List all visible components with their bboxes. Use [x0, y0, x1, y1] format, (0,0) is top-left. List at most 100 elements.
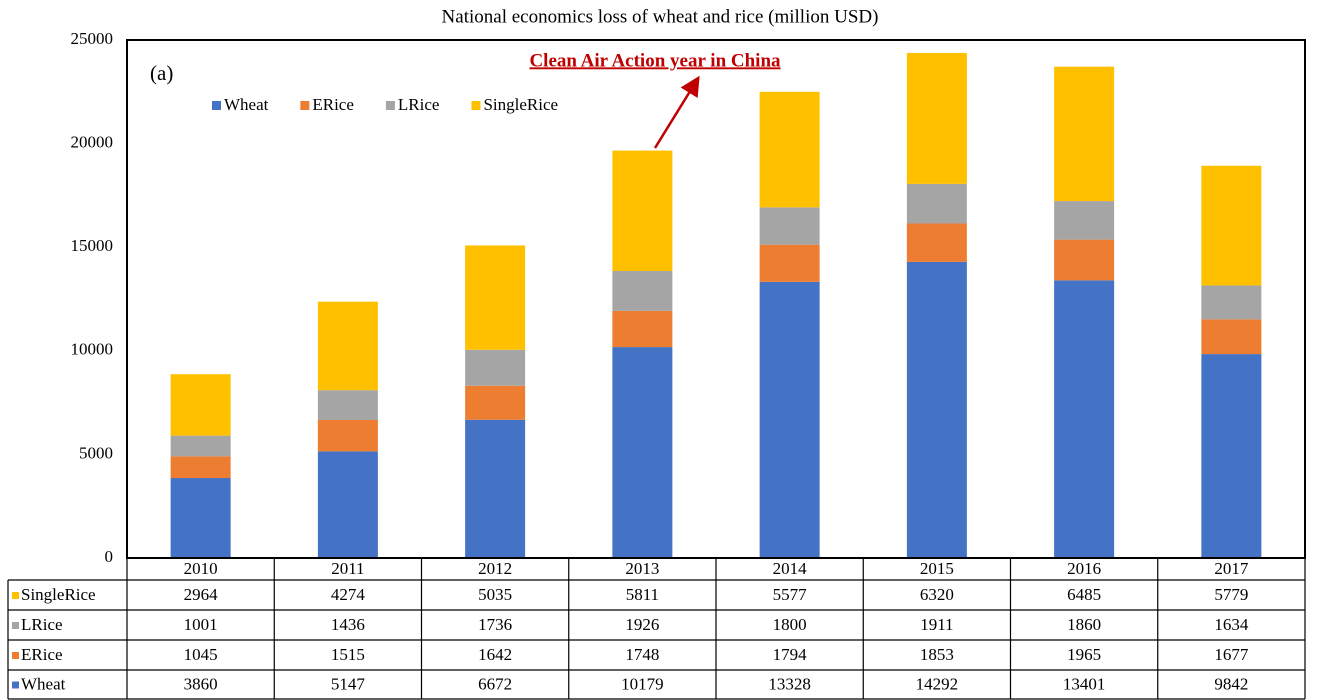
- bar-segment: [465, 419, 526, 558]
- legend-label: ERice: [312, 95, 354, 114]
- table-cell: 1926: [625, 615, 659, 634]
- bar-segment: [906, 261, 967, 558]
- table-cell: 5577: [773, 585, 808, 604]
- table-cell: 1045: [184, 645, 218, 664]
- table-row-label: SingleRice: [21, 585, 96, 604]
- table-legend-key: [12, 592, 19, 599]
- table-cell: 1001: [184, 615, 218, 634]
- bar-segment: [1054, 280, 1115, 558]
- table-cell: 1860: [1067, 615, 1101, 634]
- table-cell: 10179: [621, 674, 664, 693]
- table-cell: 5811: [626, 585, 659, 604]
- table-cell: 4274: [331, 585, 366, 604]
- bar-segment: [170, 456, 231, 479]
- table-cell: 5147: [331, 674, 366, 693]
- table-cell: 13401: [1063, 674, 1106, 693]
- bar-segment: [906, 52, 967, 184]
- table-cell: 14292: [916, 674, 959, 693]
- table-cell: 3860: [184, 674, 218, 693]
- annotation-arrow: [653, 75, 700, 149]
- table-cell: 1911: [920, 615, 953, 634]
- legend-label: Wheat: [224, 95, 269, 114]
- bar-segment: [759, 244, 820, 282]
- table-cell: 1800: [773, 615, 807, 634]
- y-tick-label: 5000: [79, 443, 113, 462]
- bar-segment: [612, 150, 673, 271]
- bar-segment: [317, 419, 378, 452]
- table-cell: 1642: [478, 645, 512, 664]
- table-cell: 2964: [184, 585, 219, 604]
- table-cell: 9842: [1214, 674, 1248, 693]
- bar-segment: [1201, 285, 1262, 320]
- legend-label: LRice: [398, 95, 440, 114]
- legend-label: SingleRice: [483, 95, 558, 114]
- bar-segment: [759, 281, 820, 558]
- table-cell: 1794: [773, 645, 808, 664]
- bar-segment: [906, 223, 967, 262]
- bar-segment: [1201, 165, 1262, 286]
- x-tick-label: 2012: [478, 559, 512, 578]
- bar-segment: [1201, 319, 1262, 355]
- y-tick-label: 10000: [71, 340, 114, 359]
- table-legend-key: [12, 652, 19, 659]
- bar-segment: [317, 451, 378, 558]
- legend-swatch: [385, 101, 395, 110]
- x-tick-label: 2014: [773, 559, 808, 578]
- legend-swatch: [471, 101, 481, 110]
- bar-segment: [612, 270, 673, 311]
- plot-frame: [126, 39, 1306, 559]
- table-cell: 1677: [1214, 645, 1249, 664]
- table-legend-key: [12, 681, 19, 689]
- x-tick-label: 2013: [625, 559, 659, 578]
- bar-segment: [759, 207, 820, 245]
- bar-segment: [612, 347, 673, 558]
- bar-segment: [1054, 66, 1115, 202]
- table-row-label: ERice: [21, 645, 63, 664]
- legend-swatch: [212, 101, 221, 110]
- table-cell: 6672: [478, 674, 512, 693]
- table-legend-key: [12, 622, 19, 629]
- bar-segment: [906, 183, 967, 224]
- bar-segment: [1054, 239, 1115, 281]
- table-cell: 1515: [331, 645, 365, 664]
- bar-segment: [317, 390, 378, 420]
- y-tick-label: 0: [105, 547, 114, 566]
- x-tick-label: 2015: [920, 559, 954, 578]
- x-tick-label: 2010: [184, 559, 218, 578]
- panel-label: (a): [150, 61, 173, 85]
- bar-segment: [1054, 201, 1115, 240]
- legend-swatch: [300, 101, 310, 110]
- table-cell: 1748: [625, 645, 659, 664]
- table-cell: 1634: [1214, 615, 1249, 634]
- bar-segment: [170, 435, 231, 457]
- x-tick-label: 2016: [1067, 559, 1101, 578]
- bar-segment: [465, 385, 526, 420]
- bar-segment: [759, 91, 820, 208]
- table-row-label: LRice: [21, 615, 63, 634]
- x-tick-label: 2017: [1214, 559, 1249, 578]
- table-cell: 5035: [478, 585, 512, 604]
- table-cell: 1853: [920, 645, 954, 664]
- bar-segment: [1201, 354, 1262, 558]
- table-cell: 6320: [920, 585, 954, 604]
- table-cell: 6485: [1067, 585, 1101, 604]
- bar-segment: [465, 349, 526, 386]
- table-cell: 5779: [1214, 585, 1248, 604]
- table-row-label: Wheat: [21, 674, 66, 693]
- bar-segment: [170, 478, 231, 558]
- chart-title: National economics loss of wheat and ric…: [442, 6, 879, 27]
- annotation: Clean Air Action year in China: [529, 50, 781, 71]
- y-tick-label: 15000: [71, 236, 114, 255]
- table-cell: 1965: [1067, 645, 1101, 664]
- bar-segment: [612, 310, 673, 348]
- table-cell: 1436: [331, 615, 365, 634]
- table-cell: 1736: [478, 615, 512, 634]
- bar-segment: [465, 245, 526, 350]
- bar-segment: [170, 374, 231, 436]
- y-tick-label: 20000: [71, 133, 114, 152]
- table-cell: 13328: [768, 674, 811, 693]
- y-tick-label: 25000: [71, 29, 114, 48]
- x-tick-label: 2011: [331, 559, 364, 578]
- bar-segment: [317, 301, 378, 391]
